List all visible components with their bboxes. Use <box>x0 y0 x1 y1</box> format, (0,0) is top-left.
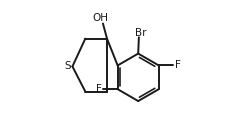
Text: S: S <box>64 62 71 72</box>
Text: F: F <box>175 60 181 70</box>
Text: Br: Br <box>135 28 147 38</box>
Text: F: F <box>96 84 102 94</box>
Text: OH: OH <box>92 13 108 23</box>
